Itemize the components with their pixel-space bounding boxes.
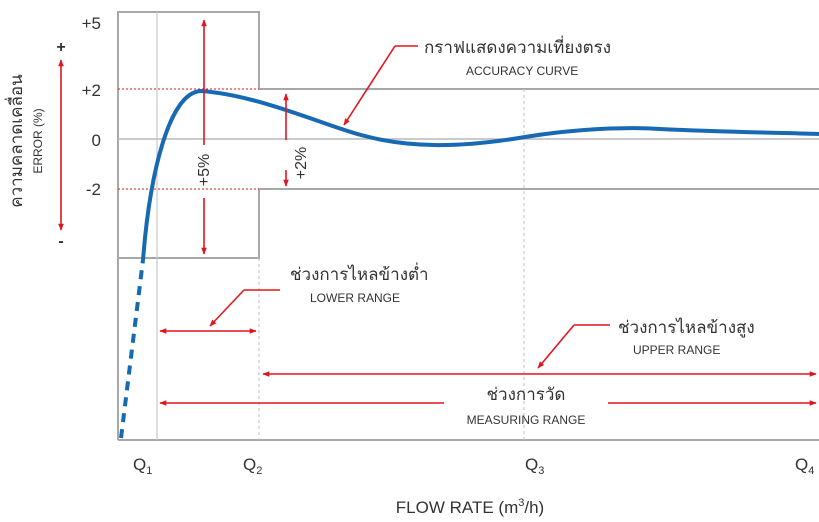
upper-range-label-thai: ช่วงการไหลข้างสูง: [618, 317, 755, 338]
x-tick-q4: Q4: [795, 455, 814, 477]
y-axis-title-en: ERROR (%): [31, 108, 45, 173]
x-tick-q3: Q3: [525, 455, 544, 477]
x-tick-q1: Q1: [133, 455, 152, 477]
plus5-band-label: +5%: [196, 154, 213, 186]
lower-tolerance-boundary: [118, 188, 819, 259]
x-tick-q2: Q2: [243, 455, 262, 477]
accuracy-curve-dashed: [119, 259, 145, 439]
accuracy-curve-label-thai: กราฟแสดงความเที่ยงตรง: [424, 35, 611, 57]
measuring-range-label-thai: ช่วงการวัด: [487, 385, 566, 404]
lower-range-label-en: LOWER RANGE: [310, 291, 400, 305]
accuracy-curve-label-en: ACCURACY CURVE: [466, 64, 578, 78]
y-tick-zero: 0: [92, 131, 101, 150]
y-tick-minus2: -2: [86, 180, 101, 199]
minus-sign: -: [58, 233, 63, 250]
upper-tolerance-boundary: [117, 11, 819, 440]
accuracy-curve: [141, 88, 819, 261]
accuracy-callout-arrow: [343, 45, 396, 126]
measuring-range-label-en: MEASURING RANGE: [467, 413, 586, 427]
y-tick-plus5: +5: [82, 14, 101, 33]
lower-range-callout-arrow: [209, 289, 245, 327]
y-axis-title-thai: ความคลาดเคลื่อน: [4, 74, 26, 208]
plus2-band-label: +2%: [293, 147, 310, 179]
plus-sign: +: [56, 39, 65, 56]
tolerance-envelope: [117, 11, 819, 441]
y-tick-plus2: +2: [82, 81, 101, 100]
x-axis-title: FLOW RATE (m3/h): [396, 497, 544, 517]
upper-range-callout-arrow: [537, 324, 575, 369]
lower-range-label-thai: ช่วงการไหลข้างต่ำ: [290, 262, 429, 284]
upper-range-label-en: UPPER RANGE: [633, 343, 720, 357]
